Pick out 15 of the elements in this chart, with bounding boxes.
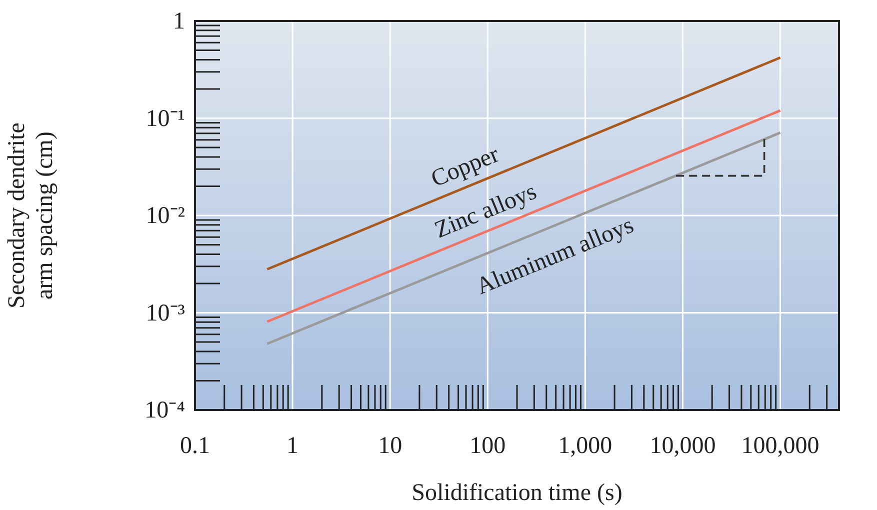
y-tick-label: 10⁻¹ xyxy=(146,106,185,132)
y-tick-label: 1 xyxy=(173,8,185,35)
x-tick-label: 1,000 xyxy=(558,433,612,460)
y-tick-label: 10⁻³ xyxy=(146,300,185,326)
x-axis-title: Solidification time (s) xyxy=(412,480,622,506)
x-tick-label: 100,000 xyxy=(741,433,820,460)
y-tick-label: 10⁻² xyxy=(146,203,185,230)
x-tick-label: 10,000 xyxy=(650,433,716,460)
x-tick-label: 100 xyxy=(470,433,506,460)
y-axis-title: Secondary dendrite arm spacing (cm) xyxy=(4,122,58,308)
x-tick-label: 0.1 xyxy=(180,433,210,460)
x-tick-label: 10 xyxy=(378,433,402,460)
x-tick-label: 1 xyxy=(286,433,299,460)
text: Copper xyxy=(428,142,503,193)
y-tick-label: 10⁻⁴ xyxy=(144,398,185,424)
